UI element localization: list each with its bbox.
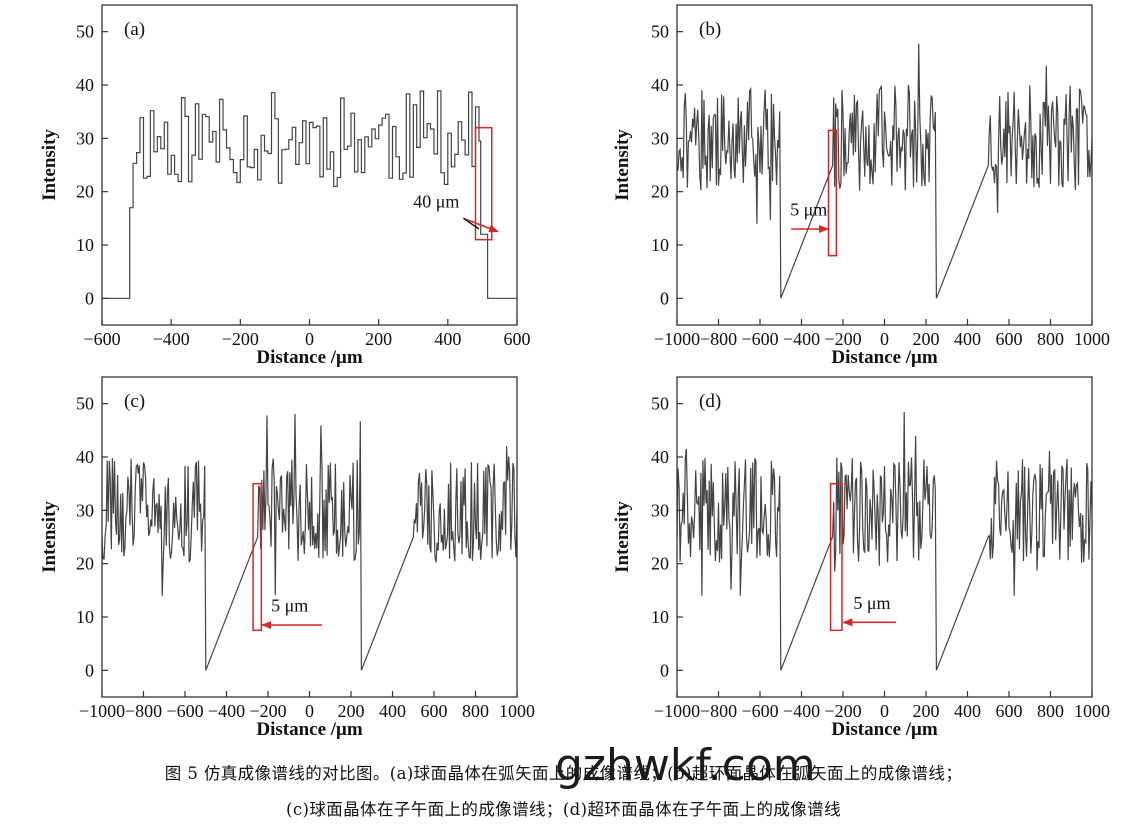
x-tick-label: −800: [125, 701, 162, 721]
y-tick-label: 30: [651, 128, 669, 148]
x-tick-label: 600: [996, 701, 1023, 721]
x-tick-label: 400: [379, 701, 406, 721]
x-tick-label: −400: [783, 329, 820, 349]
y-tick-label: 50: [76, 22, 94, 42]
x-tick-label: −400: [783, 701, 820, 721]
x-tick-label: −200: [222, 329, 259, 349]
x-axis-label: Distance /μm: [831, 719, 937, 740]
series-line: [676, 411, 1093, 671]
y-tick-label: 40: [76, 447, 94, 467]
y-tick-label: 30: [651, 500, 669, 520]
x-tick-label: 0: [880, 701, 889, 721]
y-tick-label: 40: [76, 75, 94, 95]
x-tick-label: −600: [166, 701, 203, 721]
y-tick-label: 10: [651, 235, 669, 255]
x-tick-label: −1000: [654, 329, 700, 349]
x-tick-label: −200: [824, 329, 861, 349]
series-line: [676, 43, 1093, 299]
x-tick-label: −200: [249, 701, 286, 721]
x-tick-label: −400: [208, 701, 245, 721]
x-tick-label: 0: [305, 329, 314, 349]
series-line: [102, 90, 517, 299]
panel-label: (a): [124, 19, 145, 40]
y-tick-label: 50: [651, 22, 669, 42]
y-tick-label: 40: [651, 75, 669, 95]
y-tick-label: 40: [651, 447, 669, 467]
series-line: [101, 413, 518, 671]
y-tick-label: 50: [651, 394, 669, 414]
y-tick-label: 0: [660, 660, 669, 680]
y-tick-label: 20: [651, 554, 669, 574]
watermark: gzhwkf.com: [555, 740, 816, 791]
panel-d: −1000 −800 −600 −400 −200 0 200 400 600 800 1000 0 1…: [612, 376, 1110, 740]
panel-label: (c): [124, 391, 145, 412]
figure-caption-line-2: (c)球面晶体在子午面上的成像谱线；(d)超环面晶体在子午面上的成像谱线: [286, 800, 841, 819]
x-tick-label: −200: [824, 701, 861, 721]
annotation-label: 5 μm: [271, 596, 308, 616]
panel-label: (b): [699, 19, 721, 40]
x-tick-label: 200: [913, 701, 940, 721]
x-axis-label: Distance /μm: [256, 347, 362, 368]
panel-b: −1000 −800 −600 −400 −200 0 200 400 600 800 1000 0 1…: [612, 4, 1110, 368]
x-tick-label: 1000: [1074, 701, 1110, 721]
y-tick-label: 20: [651, 182, 669, 202]
panel-a: −600 −400 −200 0 200 400 600 0 10 20 30 40 50 Distanc…: [39, 4, 531, 368]
annotation-label: 5 μm: [790, 200, 827, 220]
x-tick-label: 400: [954, 329, 981, 349]
x-tick-label: −800: [700, 701, 737, 721]
y-tick-label: 30: [76, 500, 94, 520]
y-axis-label: Intensity: [39, 501, 60, 573]
x-tick-label: −600: [741, 329, 778, 349]
panel-label: (d): [699, 391, 721, 412]
x-tick-label: 600: [996, 329, 1023, 349]
y-tick-label: 10: [76, 607, 94, 627]
x-tick-label: 1000: [499, 701, 535, 721]
x-tick-label: −1000: [654, 701, 700, 721]
annotation-leader: [463, 217, 480, 230]
annotation-arrow: [463, 217, 499, 233]
plot-frame: [676, 4, 1093, 326]
x-tick-label: −800: [700, 329, 737, 349]
x-tick-label: −600: [83, 329, 120, 349]
y-tick-label: 50: [76, 394, 94, 414]
highlight-box: [829, 482, 843, 632]
x-tick-label: 800: [1037, 329, 1064, 349]
x-tick-label: −1000: [79, 701, 125, 721]
y-tick-label: 20: [76, 182, 94, 202]
x-tick-label: 400: [954, 701, 981, 721]
y-tick-label: 30: [76, 128, 94, 148]
x-tick-label: 0: [305, 701, 314, 721]
x-tick-label: 600: [421, 701, 448, 721]
y-tick-label: 0: [85, 660, 94, 680]
x-tick-label: 200: [338, 701, 365, 721]
annotation-label: 5 μm: [853, 593, 890, 613]
x-tick-label: 600: [504, 329, 531, 349]
x-axis-label: Distance /μm: [256, 719, 362, 740]
x-tick-label: −400: [153, 329, 190, 349]
y-tick-label: 20: [76, 554, 94, 574]
figure-caption-line-1: 图 5 仿真成像谱线的对比图。(a)球面晶体在弧矢面上的成像谱线；(b)超环面晶…: [164, 764, 963, 783]
y-tick-label: 10: [76, 235, 94, 255]
x-tick-label: 0: [880, 329, 889, 349]
x-tick-label: 800: [462, 701, 489, 721]
x-tick-label: 200: [365, 329, 392, 349]
x-tick-label: 800: [1037, 701, 1064, 721]
x-tick-label: −600: [741, 701, 778, 721]
y-axis-label: Intensity: [612, 501, 633, 573]
y-axis-label: Intensity: [39, 129, 60, 201]
x-axis-label: Distance /μm: [831, 347, 937, 368]
panel-c: −1000 −800 −600 −400 −200 0 200 400 600 800 1000 0 1…: [39, 376, 535, 740]
annotation-label: 40 μm: [413, 192, 459, 212]
highlight-box: [474, 126, 493, 241]
highlight-box: [827, 129, 838, 257]
y-tick-label: 0: [660, 288, 669, 308]
y-tick-label: 0: [85, 288, 94, 308]
highlight-box: [252, 482, 263, 632]
x-tick-label: 1000: [1074, 329, 1110, 349]
y-axis-label: Intensity: [612, 129, 633, 201]
x-tick-label: 200: [913, 329, 940, 349]
x-tick-label: 400: [434, 329, 461, 349]
y-tick-label: 10: [651, 607, 669, 627]
